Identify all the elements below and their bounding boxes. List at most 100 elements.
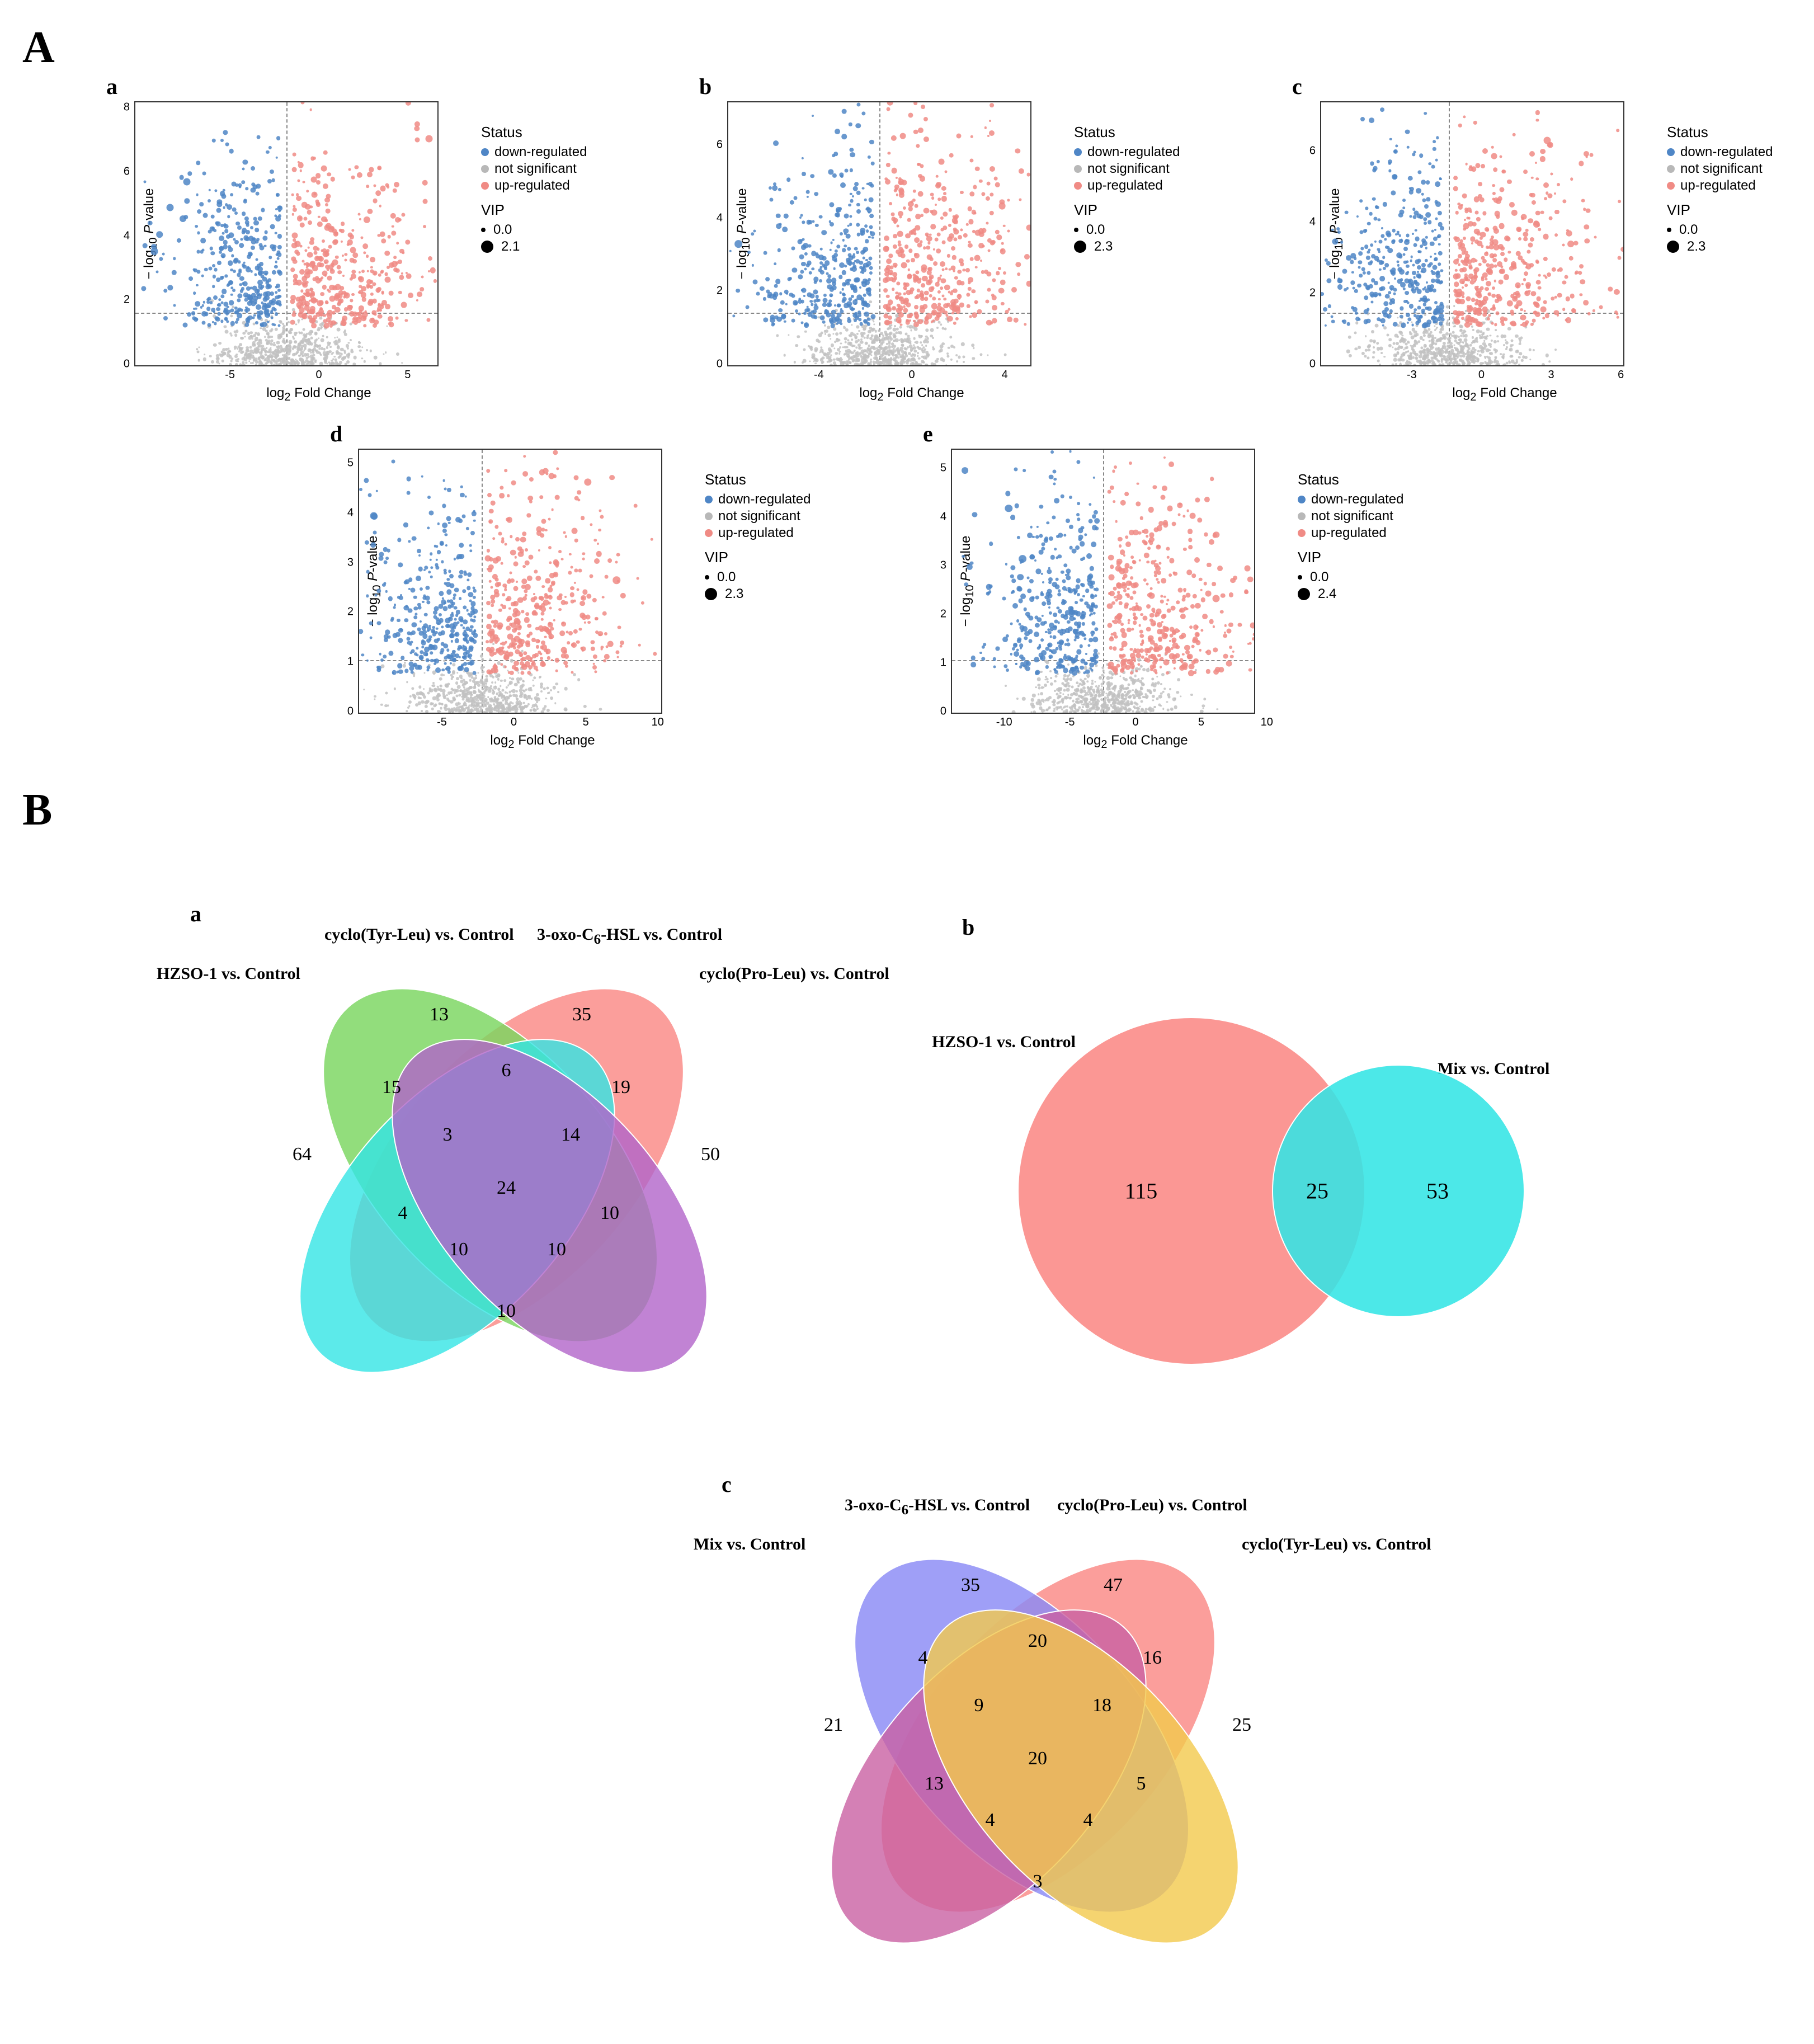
- legend-item: 2.4: [1298, 586, 1477, 602]
- x-axis-label: log2 Fold Change: [168, 385, 470, 404]
- ytick: 6: [717, 139, 723, 152]
- xtick: 10: [1261, 716, 1273, 729]
- volcano-c: c0246− log10 P-value-3036log2 Fold Chang…: [1287, 73, 1814, 404]
- xtick: -5: [1065, 716, 1075, 729]
- x-axis-label: log2 Fold Change: [1354, 385, 1656, 404]
- xtick: 0: [511, 716, 517, 729]
- section-A: a 0 2 4 6 8 − log10 P-value -5 0 5 log2 Fold Chang…: [22, 73, 1790, 751]
- xtick: -3: [1407, 369, 1417, 382]
- xtick: -5: [225, 369, 235, 382]
- venn-value: 25: [1232, 1715, 1251, 1736]
- ytick: 4: [347, 507, 354, 520]
- venn-value: 9: [974, 1695, 984, 1716]
- venn-value: 14: [561, 1124, 580, 1146]
- venn-value: 5: [1137, 1773, 1146, 1795]
- subpanel-tag: a: [106, 74, 117, 99]
- ytick: 8: [124, 101, 130, 114]
- venn-value: 35: [961, 1575, 980, 1596]
- ytick: 3: [940, 559, 946, 572]
- ytick: 5: [940, 461, 946, 474]
- legend-item: 2.1: [481, 239, 660, 255]
- ytick: 2: [347, 606, 354, 619]
- venn-value: 10: [497, 1301, 516, 1322]
- legend-item: 0.0: [481, 222, 660, 238]
- venn-value: 19: [611, 1077, 630, 1098]
- legend-title: VIP: [1074, 201, 1253, 219]
- ytick: 0: [1309, 358, 1316, 371]
- ytick: 1: [940, 656, 946, 669]
- subpanel-tag: b: [962, 914, 974, 940]
- subpanel-tag: b: [699, 74, 712, 99]
- venn-value: 3: [443, 1124, 453, 1146]
- venn-Bc: c Mix vs. Control 3-oxo-C6-HSL vs. Contr…: [699, 1473, 1370, 2022]
- legend-item: 2.3: [1074, 239, 1253, 255]
- section-B: a HZSO-1 vs. Control cyclo(Tyr-Leu) vs. …: [22, 903, 1790, 2022]
- legend-item: down-regulated: [481, 144, 660, 160]
- venn-Ba: a HZSO-1 vs. Control cyclo(Tyr-Leu) vs. …: [168, 903, 839, 1451]
- ytick: 4: [1309, 215, 1316, 228]
- venn-value: 24: [497, 1178, 516, 1199]
- legend-item: not significant: [1074, 161, 1253, 177]
- ytick: 4: [124, 229, 130, 242]
- ytick: 4: [717, 211, 723, 224]
- ytick: 0: [940, 705, 946, 718]
- y-axis-label: − log10 P-value: [734, 188, 753, 279]
- venn-value: 13: [925, 1773, 944, 1795]
- ytick: 2: [1309, 286, 1316, 299]
- ytick: 0: [124, 358, 130, 371]
- xtick: 0: [315, 369, 322, 382]
- xtick: 10: [652, 716, 664, 729]
- legend-item: 0.0: [1074, 222, 1253, 238]
- venn-value: 53: [1426, 1178, 1449, 1204]
- venn-value: 4: [1083, 1810, 1093, 1831]
- venn-value: 47: [1104, 1575, 1123, 1596]
- xtick: 3: [1548, 369, 1554, 382]
- volcano-legend: Status down-regulated not significant up…: [694, 449, 884, 751]
- volcano-plot-area: − log10 P-value: [1320, 101, 1624, 366]
- legend-item: down-regulated: [1074, 144, 1253, 160]
- ytick: 0: [717, 358, 723, 371]
- legend-item: up-regulated: [1074, 178, 1253, 194]
- ytick: 6: [1309, 144, 1316, 157]
- volcano-legend: Status down-regulated not significant up…: [1287, 449, 1477, 751]
- volcano-a: a02468− log10 P-value-505log2 Fold Chang…: [101, 73, 660, 404]
- legend-item: 0.0: [705, 569, 884, 585]
- venn-value: 10: [600, 1203, 619, 1224]
- venn-value: 64: [293, 1144, 312, 1165]
- panel-A-tag: A: [22, 22, 55, 73]
- legend-item: 2.3: [1667, 239, 1814, 255]
- legend-item: not significant: [481, 161, 660, 177]
- legend-title: VIP: [1298, 549, 1477, 566]
- xtick: 0: [908, 369, 915, 382]
- xtick: 5: [1198, 716, 1204, 729]
- volcano-plot-area: − log10 P-value: [951, 449, 1255, 714]
- volcano-plot-area: − log10 P-value: [727, 101, 1031, 366]
- venn-value: 115: [1125, 1178, 1158, 1204]
- ytick: 2: [717, 285, 723, 298]
- venn-value: 50: [701, 1144, 720, 1165]
- legend-title: VIP: [705, 549, 884, 566]
- venn-Bb: b HZSO-1 vs. Control Mix vs. Control 115…: [951, 970, 1622, 1373]
- figure: A a02468− log10 P-value-505log2 Fold Cha…: [22, 22, 1790, 2022]
- legend-item: 0.0: [1298, 569, 1477, 585]
- ytick: 2: [940, 607, 946, 620]
- volcano-plot-area: − log10 P-value: [134, 101, 439, 366]
- venn-value: 3: [1033, 1871, 1043, 1892]
- volcano-legend: Status down-regulated not significant up…: [1656, 101, 1814, 404]
- x-axis-label: log2 Fold Change: [761, 385, 1063, 404]
- x-axis-label: log2 Fold Change: [392, 733, 694, 751]
- volcano-legend: Status down-regulated not significant up…: [1063, 101, 1253, 404]
- xtick: -5: [437, 716, 447, 729]
- volcano-plot-area: − log10 P-value: [358, 449, 662, 714]
- venn-value: 10: [449, 1239, 468, 1260]
- venn-value: 4: [398, 1203, 408, 1224]
- legend-title: Status: [1074, 124, 1253, 141]
- legend-title: Status: [1298, 471, 1477, 488]
- x-axis-label: log2 Fold Change: [984, 733, 1287, 751]
- legend-item: not significant: [705, 508, 884, 524]
- xtick: -4: [814, 369, 824, 382]
- venn2-svg: [951, 970, 1622, 1373]
- venn-value: 4: [986, 1810, 995, 1831]
- legend-title: VIP: [1667, 201, 1814, 219]
- subpanel-tag: e: [923, 421, 933, 446]
